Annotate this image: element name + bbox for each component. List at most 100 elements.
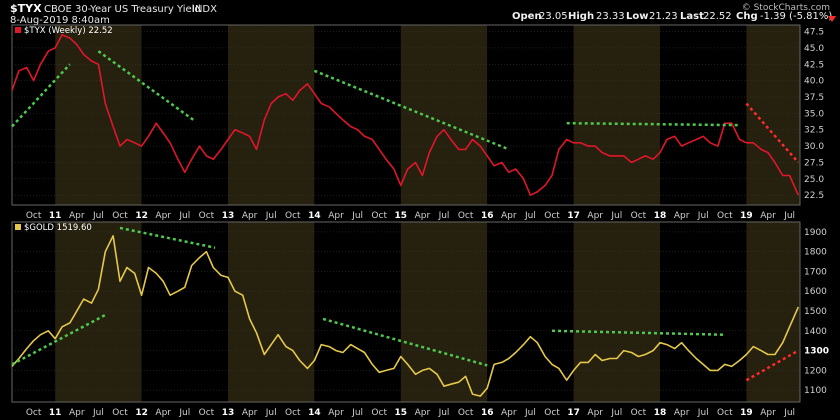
year-band bbox=[746, 222, 800, 402]
x-tick-label: Jul bbox=[697, 211, 709, 221]
y-tick-label: 25.0 bbox=[804, 175, 824, 185]
x-tick-label: Jul bbox=[610, 211, 622, 221]
y-tick-label: 45.0 bbox=[804, 44, 824, 54]
x-tick-label: Oct bbox=[285, 408, 301, 418]
year-band bbox=[314, 222, 401, 402]
trendline bbox=[313, 69, 510, 151]
x-tick-label: 14 bbox=[308, 408, 321, 418]
y-tick-label: 35.0 bbox=[804, 109, 824, 119]
x-tick-label: Apr bbox=[155, 211, 171, 221]
timestamp: 8-Aug-2019 8:40am bbox=[10, 15, 110, 26]
high-value: 23.33 bbox=[596, 11, 625, 22]
low-label: Low bbox=[626, 11, 648, 22]
x-tick-label: Apr bbox=[155, 408, 171, 418]
x-tick-label: Oct bbox=[199, 408, 215, 418]
last-value: 22.52 bbox=[703, 11, 732, 22]
x-tick-label: 15 bbox=[395, 408, 408, 418]
chg-value: -1.39 (-5.81%) bbox=[760, 11, 832, 22]
x-tick-label: Jul bbox=[178, 408, 190, 418]
trendline bbox=[322, 317, 488, 367]
legend-swatch bbox=[15, 224, 21, 230]
year-band bbox=[55, 222, 142, 402]
x-tick-label: Oct bbox=[717, 408, 733, 418]
x-tick-label: 13 bbox=[222, 211, 235, 221]
x-tick-label: Oct bbox=[544, 408, 560, 418]
x-tick-label: Apr bbox=[415, 408, 431, 418]
legend-label: $TYX (Weekly) 22.52 bbox=[24, 26, 113, 36]
y-tick-label: 1500 bbox=[804, 307, 827, 317]
last-label: Last bbox=[680, 11, 704, 22]
y-tick-label: 30.0 bbox=[804, 142, 824, 152]
x-tick-label: Jul bbox=[610, 408, 622, 418]
x-tick-label: 11 bbox=[49, 211, 62, 221]
x-tick-label: Oct bbox=[26, 211, 42, 221]
y-tick-label: 40.0 bbox=[804, 77, 824, 87]
year-band bbox=[400, 25, 488, 205]
trendline bbox=[551, 329, 725, 336]
panel-gold: 1100 1200 1300 1400 1500 1600 1700 1800 1900 Oct 1… bbox=[11, 221, 829, 418]
x-tick-label: Jul bbox=[265, 211, 277, 221]
ohlc-readout: Open 23.05 High 23.33 Low 21.23 Last 22.… bbox=[512, 11, 832, 22]
x-tick-label: Apr bbox=[242, 211, 258, 221]
year-band bbox=[660, 25, 747, 205]
x-tick-label: Jul bbox=[178, 211, 190, 221]
x-tick-label: 18 bbox=[654, 211, 667, 221]
year-band bbox=[400, 222, 488, 402]
trendline bbox=[11, 63, 71, 128]
legend-swatch bbox=[15, 27, 21, 33]
y-tick-label: 22.5 bbox=[804, 191, 824, 201]
year-band bbox=[141, 222, 229, 402]
y-tick-label: 1700 bbox=[804, 267, 827, 277]
open-value: 23.05 bbox=[539, 11, 568, 22]
x-tick-label: Apr bbox=[587, 211, 603, 221]
year-band bbox=[487, 222, 574, 402]
x-tick-label: Jul bbox=[524, 408, 536, 418]
x-tick-label: Oct bbox=[26, 408, 42, 418]
x-tick-label: Oct bbox=[458, 408, 474, 418]
y-tick-label: 1300 bbox=[804, 347, 829, 357]
x-tick-label: Jul bbox=[92, 408, 104, 418]
trendline bbox=[119, 226, 216, 249]
x-tick-label: 11 bbox=[49, 408, 62, 418]
year-band bbox=[228, 222, 315, 402]
trendline bbox=[566, 121, 738, 127]
x-tick-label: 12 bbox=[135, 211, 148, 221]
plot-frame bbox=[11, 24, 801, 206]
chg-label: Chg bbox=[736, 11, 758, 22]
high-label: High bbox=[568, 11, 594, 22]
x-tick-label: Apr bbox=[674, 211, 690, 221]
panel-tyx: 22.5 25.0 27.5 30.0 32.5 35.0 37.5 40.0 42.5 45.0… bbox=[11, 24, 824, 221]
x-tick-label: Oct bbox=[199, 211, 215, 221]
x-tick-label: Apr bbox=[328, 408, 344, 418]
x-tick-label: Apr bbox=[760, 211, 776, 221]
year-band bbox=[55, 25, 142, 205]
x-tick-label: Apr bbox=[587, 408, 603, 418]
y-tick-label: 47.5 bbox=[804, 28, 824, 38]
x-tick-label: Oct bbox=[112, 211, 128, 221]
x-tick-label: Jul bbox=[783, 408, 795, 418]
symbol-title: $TYX bbox=[10, 2, 42, 15]
plot-frame bbox=[11, 221, 801, 403]
x-tick-label: Jul bbox=[524, 211, 536, 221]
year-band bbox=[746, 25, 800, 205]
y-tick-label: 1800 bbox=[804, 248, 827, 258]
trendline bbox=[745, 349, 799, 382]
x-tick-label: 18 bbox=[654, 408, 667, 418]
legend: $TYX (Weekly) 22.52 bbox=[15, 26, 113, 36]
y-tick-label: 37.5 bbox=[804, 93, 824, 103]
year-band bbox=[228, 25, 315, 205]
x-tick-label: Oct bbox=[544, 211, 560, 221]
x-tick-label: Apr bbox=[501, 211, 517, 221]
x-tick-label: Jul bbox=[265, 408, 277, 418]
series-line bbox=[11, 34, 800, 196]
y-tick-label: 27.5 bbox=[804, 158, 824, 168]
x-tick-label: Oct bbox=[112, 408, 128, 418]
x-tick-label: Jul bbox=[92, 211, 104, 221]
x-tick-label: Apr bbox=[69, 211, 85, 221]
year-band bbox=[141, 25, 229, 205]
x-tick-label: 13 bbox=[222, 408, 235, 418]
legend: $GOLD 1519.60 bbox=[15, 223, 92, 233]
x-tick-label: Jul bbox=[438, 408, 450, 418]
down-arrow-icon bbox=[828, 16, 836, 22]
